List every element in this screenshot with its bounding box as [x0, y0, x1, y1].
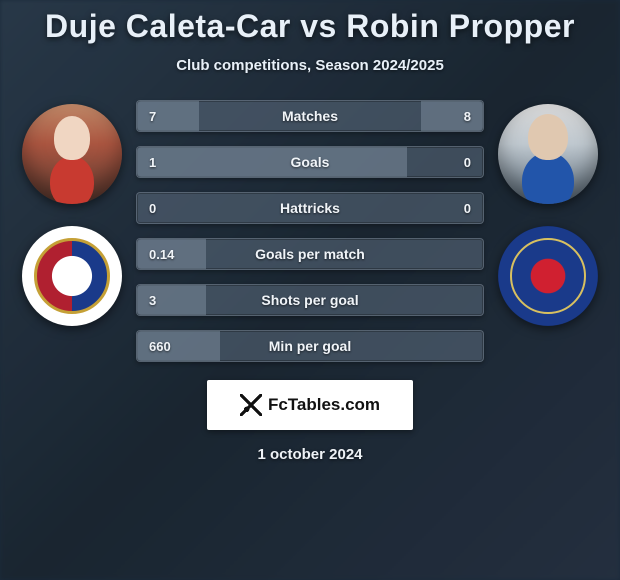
- stat-value-left: 0: [149, 193, 156, 223]
- stat-value-right: 0: [464, 193, 471, 223]
- brand-text: FcTables.com: [268, 395, 380, 415]
- stat-row: 3 Shots per goal: [136, 284, 484, 316]
- stat-label: Matches: [282, 108, 338, 124]
- stat-row: 0 Hattricks 0: [136, 192, 484, 224]
- stat-row: 1 Goals 0: [136, 146, 484, 178]
- stat-value-right: 0: [464, 147, 471, 177]
- stat-value-left: 1: [149, 147, 156, 177]
- brand-badge[interactable]: FcTables.com: [207, 380, 413, 430]
- stat-label: Min per goal: [269, 338, 351, 354]
- right-player-column: [492, 98, 604, 326]
- stat-value-left: 3: [149, 285, 156, 315]
- report-date: 1 october 2024: [0, 446, 620, 463]
- player-right-avatar: [498, 104, 598, 204]
- stat-label: Hattricks: [280, 200, 340, 216]
- page-title: Duje Caleta-Car vs Robin Propper: [0, 8, 620, 45]
- stat-label: Shots per goal: [261, 292, 358, 308]
- stat-fill-right: [421, 101, 483, 131]
- comparison-row: 7 Matches 8 1 Goals 0 0 Hattricks 0 0.14 Goals per…: [0, 98, 620, 362]
- stat-value-left: 7: [149, 101, 156, 131]
- stat-row: 660 Min per goal: [136, 330, 484, 362]
- stat-fill-left: [137, 285, 206, 315]
- player-right-club-badge: [498, 226, 598, 326]
- stat-fill-left: [137, 147, 407, 177]
- stat-fill-left: [137, 101, 199, 131]
- brand-logo-icon: [240, 394, 262, 416]
- stat-value-left: 660: [149, 331, 171, 361]
- left-player-column: [16, 98, 128, 326]
- page-subtitle: Club competitions, Season 2024/2025: [0, 57, 620, 74]
- stat-label: Goals: [291, 154, 330, 170]
- stats-list: 7 Matches 8 1 Goals 0 0 Hattricks 0 0.14 Goals per…: [136, 100, 484, 362]
- stat-row: 7 Matches 8: [136, 100, 484, 132]
- stat-value-left: 0.14: [149, 239, 174, 269]
- stat-value-right: 8: [464, 101, 471, 131]
- stat-label: Goals per match: [255, 246, 365, 262]
- stat-row: 0.14 Goals per match: [136, 238, 484, 270]
- player-left-avatar: [22, 104, 122, 204]
- player-left-club-badge: [22, 226, 122, 326]
